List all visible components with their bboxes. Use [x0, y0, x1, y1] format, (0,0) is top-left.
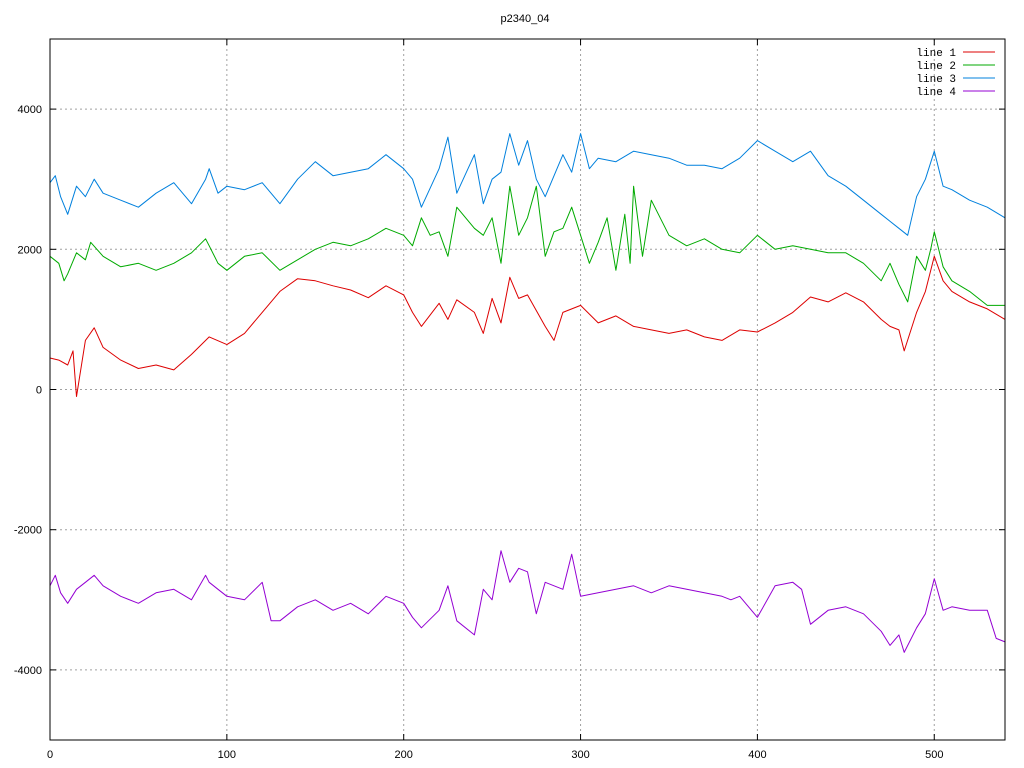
- chart-title: p2340_04: [501, 13, 550, 25]
- grid: [50, 39, 1005, 740]
- legend-label-4: line 4: [916, 87, 956, 99]
- series-line-2: [49, 185, 1005, 306]
- y-tick-label: 0: [36, 385, 42, 397]
- y-tick-label: -4000: [14, 665, 42, 677]
- legend-label-3: line 3: [916, 74, 956, 86]
- y-tick-label: 2000: [18, 244, 42, 256]
- series-line-3: [49, 133, 1006, 236]
- x-tick-label: 0: [47, 749, 53, 761]
- series-line-1: [49, 255, 1006, 397]
- legend-label-2: line 2: [916, 61, 956, 73]
- axis-ticks: 0 100 200 300 400 500 -4000 -2000 0 2000 4000: [14, 39, 1005, 761]
- legend-label-1: line 1: [916, 48, 956, 60]
- x-tick-label: 500: [925, 749, 943, 761]
- x-tick-label: 400: [748, 749, 766, 761]
- x-tick-label: 100: [218, 749, 236, 761]
- x-tick-label: 300: [571, 749, 589, 761]
- y-tick-label: -2000: [14, 525, 42, 537]
- y-tick-label: 4000: [18, 104, 42, 116]
- series-group: [49, 133, 1006, 653]
- x-tick-label: 200: [395, 749, 413, 761]
- series-line-4: [49, 550, 1006, 653]
